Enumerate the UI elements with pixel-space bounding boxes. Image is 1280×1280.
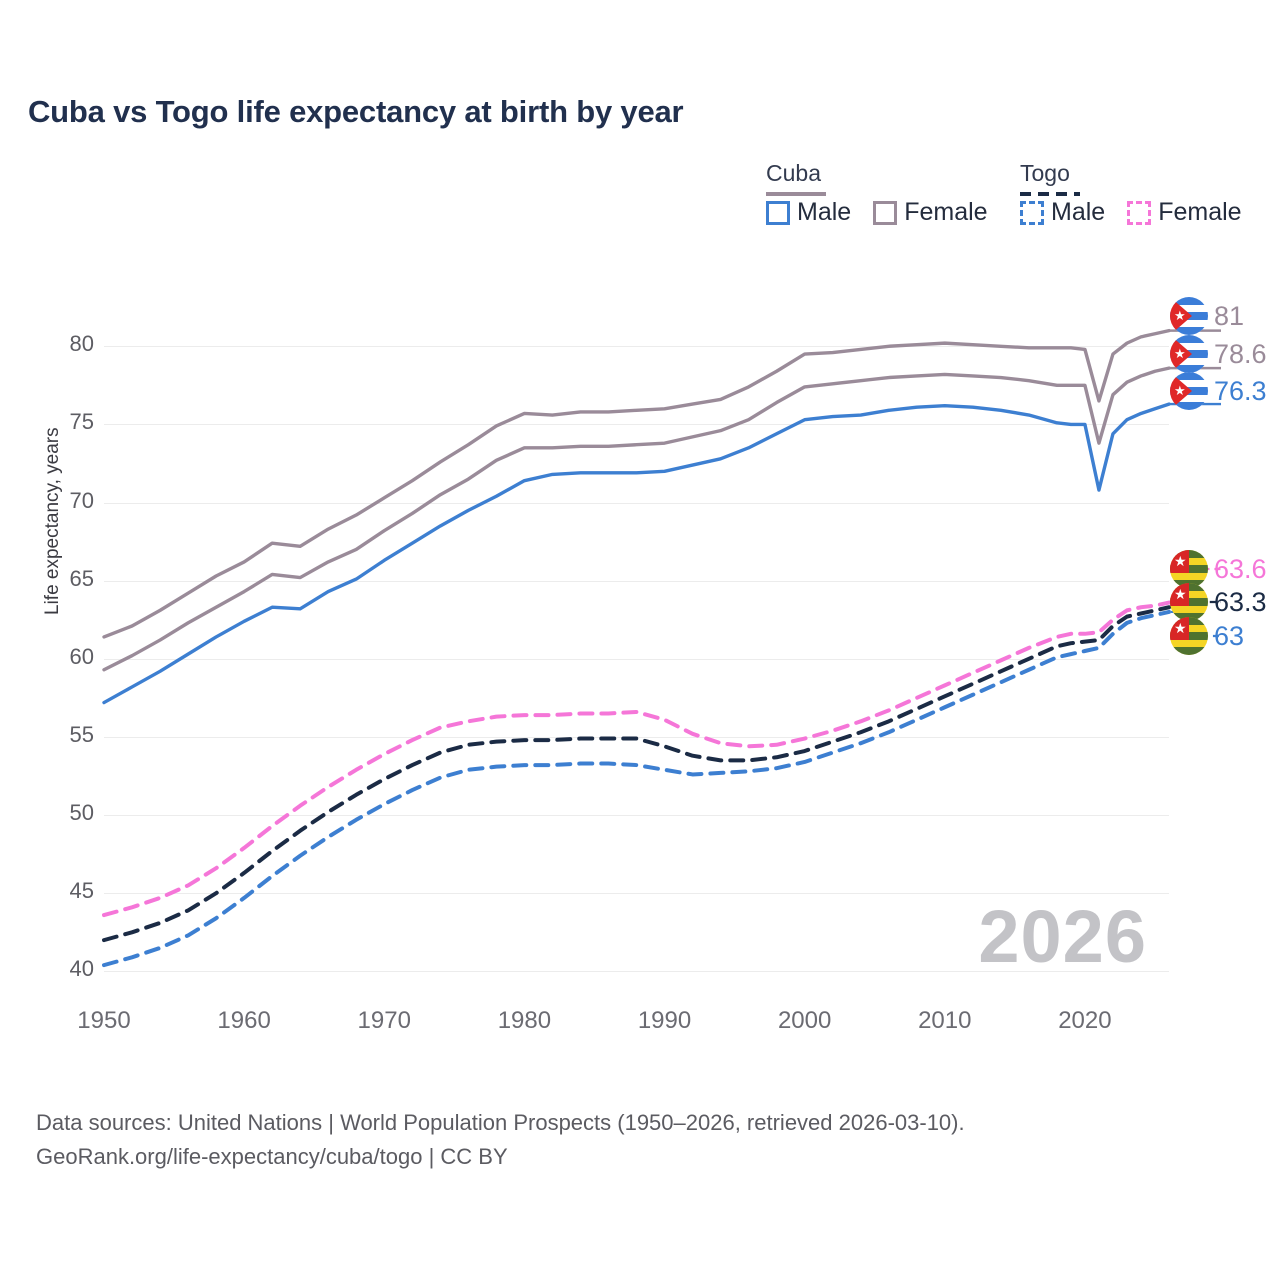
- y-axis-tick-label: 75: [69, 409, 94, 435]
- end-label: ★ 81: [1170, 297, 1244, 335]
- series-line: [102, 366, 1171, 672]
- series-lines: [102, 328, 1221, 968]
- page-title: Cuba vs Togo life expectancy at birth by…: [28, 94, 684, 129]
- legend-group-togo: Togo Male Female: [1020, 160, 1242, 226]
- footer-line-2: GeoRank.org/life-expectancy/cuba/togo | …: [36, 1144, 508, 1170]
- y-axis-tick-label: 40: [69, 956, 94, 982]
- y-axis-tick-label: 55: [69, 721, 94, 747]
- legend-country-cuba: Cuba: [766, 160, 821, 186]
- end-label: ★ 76.3: [1170, 372, 1267, 410]
- series-line: [102, 402, 1171, 705]
- y-axis-tick-label: 65: [69, 565, 94, 591]
- end-label: ★ 78.6: [1170, 335, 1267, 373]
- end-label: ★ 63.6: [1170, 550, 1267, 588]
- x-axis-tick-label: 1990: [637, 1007, 692, 1034]
- cuba-female-swatch: [873, 200, 898, 225]
- cuba-flag-icon: ★: [1170, 335, 1208, 373]
- legend-item-cuba-male[interactable]: Male: [766, 198, 851, 227]
- end-label-value: 63.3: [1214, 586, 1267, 617]
- end-label-value: 78.6: [1214, 338, 1267, 369]
- togo-male-swatch: [1020, 200, 1044, 225]
- legend-country-togo: Togo: [1020, 160, 1070, 186]
- x-axis-tick-label: 2010: [918, 1007, 972, 1034]
- x-axis-tick-label: 1980: [497, 1007, 552, 1034]
- legend-item-togo-female[interactable]: Female: [1127, 198, 1242, 227]
- gridline: [104, 815, 1169, 817]
- cuba-flag-icon: ★: [1170, 372, 1208, 410]
- togo-flag-icon: ★: [1170, 550, 1208, 588]
- plot-area: Life expectancy, years 40 45 50 55 60 65 70 75 8…: [42, 315, 1221, 1034]
- x-axis-tick-label: 1970: [357, 1007, 411, 1034]
- footer-line-1: Data sources: United Nations | World Pop…: [36, 1110, 965, 1135]
- legend-rule-cuba: [766, 192, 826, 196]
- y-axis-tick-label: 50: [69, 800, 94, 826]
- y-axis-tick-label: 60: [69, 643, 94, 669]
- x-axis-tick-label: 2020: [1058, 1007, 1112, 1034]
- gridline: [104, 658, 1169, 660]
- chart-legend: Cuba Male Female Togo Male: [766, 160, 1256, 238]
- gridline: [104, 424, 1169, 426]
- cuba-male-swatch: [766, 200, 790, 225]
- x-axis-tick-label: 1960: [217, 1007, 271, 1034]
- end-label-value: 63.6: [1214, 553, 1267, 584]
- legend-item-togo-male[interactable]: Male: [1020, 198, 1105, 227]
- legend-label-cuba-male: Male: [797, 198, 852, 226]
- gridline: [104, 502, 1169, 504]
- legend-label-cuba-female: Female: [904, 198, 988, 226]
- x-axis-tick-label: 2000: [777, 1007, 832, 1034]
- gridline: [104, 580, 1169, 582]
- togo-flag-icon: ★: [1170, 617, 1208, 655]
- series-line: [102, 609, 1171, 968]
- end-label-value: 63: [1214, 620, 1245, 651]
- series-line: [102, 605, 1171, 943]
- legend-item-cuba-female[interactable]: Female: [873, 198, 988, 227]
- gridline: [104, 893, 1169, 895]
- footer-credits: Data sources: United Nations | World Pop…: [36, 1106, 965, 1174]
- y-axis-tick-label: 70: [69, 487, 94, 513]
- series-line: [102, 328, 1171, 639]
- legend-rule-togo: [1020, 192, 1080, 196]
- end-label: ★ 63.3: [1170, 583, 1267, 621]
- legend-label-togo-female: Female: [1158, 198, 1242, 226]
- y-axis-tick-label: 80: [69, 331, 94, 357]
- togo-female-swatch: [1127, 200, 1152, 225]
- end-label: ★ 63: [1170, 617, 1244, 655]
- togo-flag-icon: ★: [1170, 583, 1208, 621]
- legend-label-togo-male: Male: [1051, 198, 1106, 226]
- legend-group-cuba: Cuba Male Female: [766, 160, 988, 226]
- end-label-value: 76.3: [1214, 375, 1267, 406]
- series-line: [102, 600, 1171, 918]
- gridline: [104, 346, 1169, 348]
- year-watermark: 2026: [978, 895, 1147, 978]
- x-axis-tick-label: 1950: [77, 1007, 131, 1034]
- end-label-value: 81: [1214, 300, 1245, 331]
- cuba-flag-icon: ★: [1170, 297, 1208, 335]
- gridline: [104, 971, 1169, 973]
- y-axis-tick-label: 45: [69, 878, 94, 904]
